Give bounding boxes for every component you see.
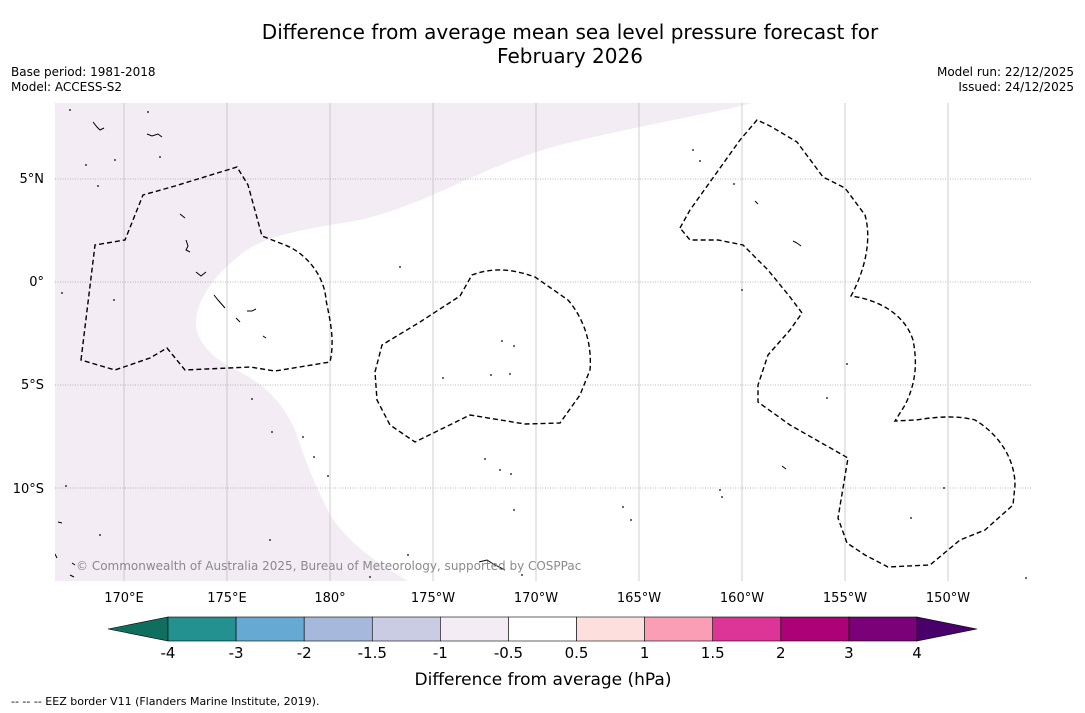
model-run: Model run: 22/12/2025 bbox=[936, 65, 1074, 79]
map-title: Difference from average mean sea level p… bbox=[0, 20, 1085, 68]
colorbar-tick-label: -2 bbox=[297, 644, 312, 662]
colorbar-tick-label: -3 bbox=[229, 644, 244, 662]
latitude-labels: 5°N 0° 5°S 10°S bbox=[13, 172, 44, 497]
colorbar-tick-label: -1.5 bbox=[358, 644, 387, 662]
island-dots bbox=[61, 109, 1027, 579]
colorbar-segment bbox=[780, 616, 850, 642]
eez-line-islands bbox=[679, 119, 1016, 568]
colorbar-segment bbox=[235, 616, 305, 642]
colorbar-segment bbox=[576, 616, 645, 642]
colorbar: -4 -3 -2 -1.5 -1 -0.5 0.5 1 1.5 2 3 4 Difference fr… bbox=[107, 616, 978, 690]
lon-label: 155°W bbox=[823, 591, 867, 606]
colorbar-extend-low bbox=[107, 616, 169, 642]
lon-label: 165°W bbox=[617, 591, 661, 606]
meta-right: Model run: 22/12/2025 Issued: 24/12/2025 bbox=[937, 65, 1074, 95]
anomaly-region bbox=[55, 103, 752, 581]
lat-label: 0° bbox=[29, 275, 44, 290]
colorbar-tick-label: -0.5 bbox=[494, 644, 523, 662]
colorbar-tick-label: -1 bbox=[433, 644, 448, 662]
base-period: Base period: 1981-2018 bbox=[11, 65, 156, 79]
lon-label: 180° bbox=[314, 591, 345, 606]
lon-label: 150°W bbox=[926, 591, 970, 606]
colorbar-tick-label: 2 bbox=[776, 644, 786, 662]
longitude-labels: 170°E 175°E 180° 175°W 170°W 165°W 160°W… bbox=[104, 591, 970, 606]
eez-borders bbox=[80, 119, 1016, 568]
colorbar-segment bbox=[371, 616, 441, 642]
title-line-2: February 2026 bbox=[497, 44, 643, 68]
model-name: Model: ACCESS-S2 bbox=[11, 80, 123, 94]
islands bbox=[55, 121, 802, 578]
issued-date: Issued: 24/12/2025 bbox=[958, 80, 1074, 94]
lat-label: 5°N bbox=[20, 172, 45, 187]
colorbar-segment bbox=[167, 616, 237, 642]
colorbar-segment bbox=[712, 616, 782, 642]
eez-legend: -- -- -- EEZ border V11 (Flanders Marine… bbox=[11, 695, 320, 708]
lon-label: 175°E bbox=[207, 591, 247, 606]
eez-kiribati-gilbert bbox=[80, 166, 333, 372]
colorbar-tick-label: -4 bbox=[161, 644, 176, 662]
colorbar-segment bbox=[508, 616, 577, 642]
colorbar-extend-high bbox=[916, 616, 978, 642]
colorbar-title: Difference from average (hPa) bbox=[415, 670, 672, 690]
lon-label: 175°W bbox=[411, 591, 455, 606]
lat-label: 10°S bbox=[13, 482, 44, 497]
colorbar-tick-label: 1.5 bbox=[701, 644, 725, 662]
lon-label: 170°E bbox=[104, 591, 144, 606]
colorbar-tick-label: 4 bbox=[912, 644, 922, 662]
colorbar-tick-label: 3 bbox=[844, 644, 854, 662]
copyright-text: © Commonwealth of Australia 2025, Bureau… bbox=[76, 559, 581, 573]
colorbar-tick-label: 1 bbox=[640, 644, 650, 662]
colorbar-segment bbox=[303, 616, 373, 642]
colorbar-segment bbox=[440, 616, 509, 642]
lat-label: 5°S bbox=[21, 378, 44, 393]
title-line-1: Difference from average mean sea level p… bbox=[261, 20, 879, 44]
colorbar-segment bbox=[644, 616, 714, 642]
lon-label: 170°W bbox=[514, 591, 558, 606]
meta-left: Base period: 1981-2018 Model: ACCESS-S2 bbox=[11, 65, 156, 95]
colorbar-segment bbox=[848, 616, 918, 642]
colorbar-tick-label: 0.5 bbox=[565, 644, 589, 662]
lon-label: 160°W bbox=[720, 591, 764, 606]
